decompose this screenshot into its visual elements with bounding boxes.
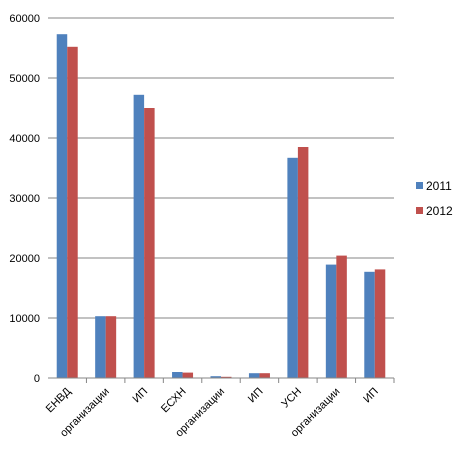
legend: 2011 2012 — [416, 179, 453, 218]
legend-swatch-2011 — [416, 182, 423, 189]
y-tick-label: 60000 — [9, 13, 40, 25]
bar-2012 — [182, 372, 194, 378]
legend-label-2011: 2011 — [426, 179, 452, 193]
bar-2011 — [325, 264, 337, 378]
bar-2011 — [364, 271, 375, 378]
bar-2012 — [297, 147, 309, 378]
bar-2012 — [259, 373, 270, 378]
legend-swatch-2012 — [416, 207, 423, 214]
bar-2011 — [56, 34, 68, 378]
x-tick-label: ЕНВД — [44, 385, 74, 415]
y-tick-label: 40000 — [9, 133, 40, 145]
bar-2012 — [221, 376, 232, 378]
bar-2011 — [95, 316, 106, 378]
x-tick-label: ЕСХН — [159, 386, 189, 416]
bar-2011 — [287, 157, 298, 378]
bar-2011 — [172, 372, 183, 378]
x-tick-label: ИП — [361, 386, 381, 406]
x-tick-label: ИП — [246, 386, 266, 406]
x-tick-label: ИП — [131, 386, 151, 406]
bar-2012 — [336, 255, 347, 378]
bar-2011 — [248, 373, 260, 378]
y-tick-label: 0 — [34, 373, 40, 385]
y-tick-label: 30000 — [9, 193, 40, 205]
bar-2012 — [374, 269, 386, 378]
bars — [56, 34, 386, 379]
bar-2012 — [105, 316, 117, 378]
x-tick-label: УСН — [279, 386, 304, 411]
bar-2012 — [144, 108, 155, 378]
bar-2011 — [210, 376, 221, 378]
y-tick-label: 20000 — [9, 253, 40, 265]
legend-label-2012: 2012 — [426, 204, 453, 218]
bar-2011 — [133, 94, 145, 379]
bar-2012 — [67, 46, 78, 379]
y-tick-label: 50000 — [9, 73, 40, 85]
y-axis-ticks: 0 10000 20000 30000 40000 50000 60000 — [9, 13, 40, 385]
y-tick-label: 10000 — [9, 313, 40, 325]
